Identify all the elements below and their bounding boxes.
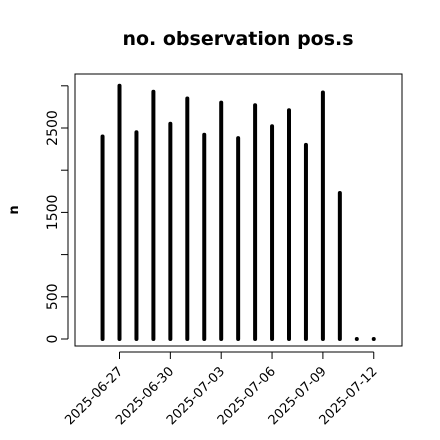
y-tick-label: 500 <box>45 283 61 310</box>
y-axis-label: n <box>7 205 22 214</box>
y-tick-label: 0 <box>45 335 61 344</box>
bar <box>371 337 376 341</box>
x-axis: 2025-06-272025-06-302025-07-032025-07-06… <box>62 351 381 428</box>
y-tick-label: 1500 <box>45 195 61 231</box>
chart-title: no. observation pos.s <box>122 28 353 50</box>
bar <box>354 337 359 341</box>
plot-area-frame <box>74 73 403 347</box>
bars <box>100 83 376 341</box>
y-axis: 0 500 1500 2500 <box>45 85 69 344</box>
y-tick-label: 2500 <box>45 110 61 146</box>
